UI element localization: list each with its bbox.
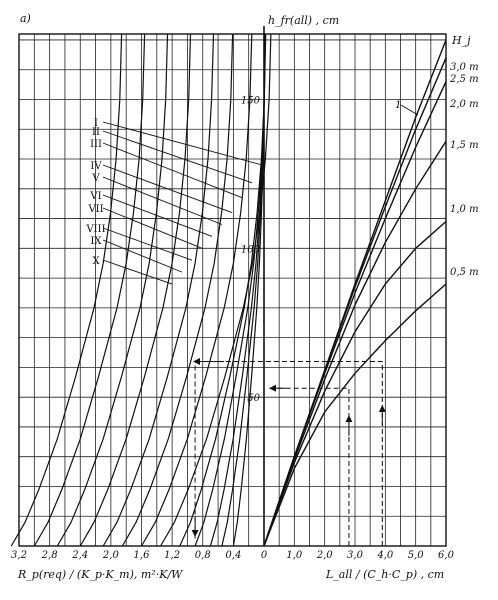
series-label: I <box>94 118 98 129</box>
left-curve <box>209 33 266 547</box>
left-curve <box>33 33 146 547</box>
left-curve <box>56 33 169 547</box>
y-axis-label: h_fr(all) , cm <box>268 14 339 27</box>
example-path-1 <box>194 360 383 546</box>
left-curve <box>102 33 215 547</box>
right-series-label: 1,5 m <box>450 140 479 151</box>
labels: 50 100 150 h_fr(all) , cm a) 3,2 2,8 2,4 2,0 1,6 1… <box>11 12 479 581</box>
right-x-tick-label: 6,0 <box>438 550 455 561</box>
right-curve <box>263 220 447 547</box>
left-curve <box>10 33 123 547</box>
series-leader-line <box>102 176 223 225</box>
series-leader-line <box>102 164 233 214</box>
series-label: V <box>91 173 100 184</box>
left-x-tick-label: 0,4 <box>225 550 241 561</box>
right-series-label: 2,0 m <box>449 99 479 110</box>
series-label: VI <box>89 191 101 202</box>
left-x-tick-label: 3,2 <box>11 550 27 561</box>
left-x-tick-label: 2,0 <box>102 550 120 561</box>
series-leader-line <box>102 130 253 184</box>
legend-title: H_j <box>451 34 471 47</box>
right-curve <box>263 283 447 547</box>
left-x-tick-label: 0,8 <box>195 550 211 561</box>
series-label: IX <box>90 236 102 247</box>
series-label: VII <box>87 204 103 215</box>
left-curve <box>160 33 272 547</box>
left-x-tick-label: 1,2 <box>164 550 180 561</box>
right-x-tick-label: 5,0 <box>408 550 425 561</box>
series-label: VIII <box>85 224 105 235</box>
series-leader-line <box>102 207 203 249</box>
series-leader-line <box>102 259 173 285</box>
left-curve <box>79 33 192 547</box>
left-x-axis-label: R_p(req) / (K_p·K_m), m²·K/W <box>17 568 184 581</box>
right-series-label: 2,5 m <box>449 74 479 85</box>
series-label: II <box>92 127 100 138</box>
series-leader-line <box>102 194 213 237</box>
series-label: III <box>90 139 102 150</box>
left-x-tick-label: 1,6 <box>134 550 151 561</box>
right-x-axis-label: L_all / (C_h·C_p) , cm <box>325 568 444 581</box>
right-series-label: 0,5 m <box>450 267 479 278</box>
left-curves <box>10 33 272 547</box>
right-x-tick-label: 4,0 <box>376 550 394 561</box>
right-x-tick-label: 3,0 <box>347 550 364 561</box>
series-label: X <box>92 256 100 267</box>
left-curve <box>121 33 234 547</box>
right-curves <box>263 39 447 547</box>
left-x-tick-label: 2,8 <box>41 550 58 561</box>
y-tick-label: 100 <box>241 244 261 255</box>
curve-marker: 1 <box>395 100 401 111</box>
series-leader-line <box>102 121 263 166</box>
y-tick-label: 50 <box>247 393 260 404</box>
panel-label: a) <box>20 12 31 25</box>
right-curve <box>263 81 447 547</box>
left-curve <box>140 33 253 547</box>
left-x-tick-label: 2,4 <box>71 550 88 561</box>
axes <box>18 26 447 547</box>
series-label: IV <box>90 161 102 172</box>
series-leader-line <box>102 227 193 261</box>
right-series-label: 3,0 m <box>450 62 479 73</box>
left-curve <box>179 33 267 547</box>
example-path-2 <box>268 387 350 546</box>
right-series-label: 1,0 m <box>450 204 479 215</box>
series-leader-line <box>102 142 243 199</box>
curve-marker-leader <box>400 104 419 116</box>
right-x-tick-label: 1,0 <box>286 550 303 561</box>
right-curve <box>263 140 447 547</box>
series-leader-line <box>102 239 183 273</box>
right-x-tick-label: 2,0 <box>316 550 334 561</box>
left-x-tick-label: 0 <box>261 550 268 561</box>
y-tick-label: 150 <box>241 95 261 106</box>
